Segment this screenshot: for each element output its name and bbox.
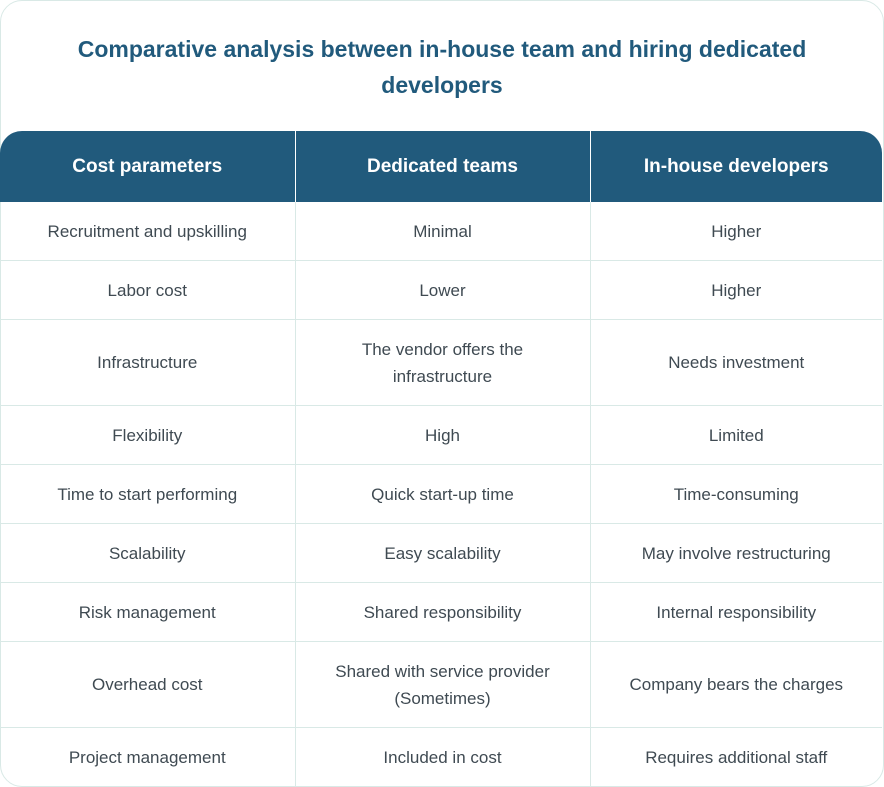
cell-dedicated: Lower <box>295 260 591 320</box>
cell-parameter: Infrastructure <box>0 319 296 406</box>
cell-parameter: Overhead cost <box>0 641 296 728</box>
cell-dedicated: High <box>295 405 591 465</box>
cell-parameter: Labor cost <box>0 260 296 320</box>
cell-in-house: Higher <box>711 221 762 241</box>
cell-dedicated: Included in cost <box>295 727 591 786</box>
table-row: Recruitment and upskilling Minimal Highe… <box>0 202 882 261</box>
cell-parameter: Risk management <box>0 582 296 642</box>
cell-parameter: Time to start performing <box>0 464 296 524</box>
table-row: Project management Included in cost Requ… <box>0 727 882 786</box>
header-dedicated-teams: Dedicated teams <box>295 131 591 202</box>
cell-dedicated: Shared with service provider (Sometimes) <box>295 641 591 728</box>
cell-dedicated: Quick start-up time <box>295 464 591 524</box>
cell-in-house: Limited <box>590 405 882 465</box>
cell-dedicated: Easy scalability <box>295 523 591 583</box>
table-row: Labor cost Lower Higher <box>0 260 882 320</box>
table-title: Comparative analysis between in-house te… <box>77 36 807 98</box>
comparison-table: Cost parameters Dedicated teams In-house… <box>0 131 882 786</box>
cell-parameter: Recruitment and upskilling <box>0 202 296 261</box>
header-in-house-developers: In-house developers <box>590 131 882 202</box>
table-row: Infrastructure The vendor offers the inf… <box>0 319 882 406</box>
header-cost-parameters: Cost parameters <box>0 131 296 202</box>
table-row: Risk management Shared responsibility In… <box>0 582 882 642</box>
cell-in-house: Needs investment <box>590 319 882 406</box>
cell-dedicated: Shared responsibility <box>295 582 591 642</box>
table-row: Flexibility High Limited <box>0 405 882 465</box>
table-row: Scalability Easy scalability May involve… <box>0 523 882 583</box>
cell-in-house: Higher <box>590 260 882 320</box>
cell-in-house: Requires additional staff <box>590 727 882 786</box>
cell-in-house: May involve restructuring <box>590 523 882 583</box>
cell-parameter: Project management <box>0 727 296 786</box>
cell-in-house: Time-consuming <box>590 464 882 524</box>
table-header: Cost parameters Dedicated teams In-house… <box>0 131 882 202</box>
cell-parameter: Scalability <box>0 523 296 583</box>
cell-dedicated: The vendor offers the infrastructure <box>295 319 591 406</box>
cell-in-house: Internal responsibility <box>590 582 882 642</box>
cell-dedicated: Minimal <box>295 202 591 261</box>
table-row: Overhead cost Shared with service provid… <box>0 641 882 728</box>
cell-in-house: Company bears the charges <box>590 641 882 728</box>
table-row: Time to start performing Quick start-up … <box>0 464 882 524</box>
cell-parameter: Flexibility <box>0 405 296 465</box>
